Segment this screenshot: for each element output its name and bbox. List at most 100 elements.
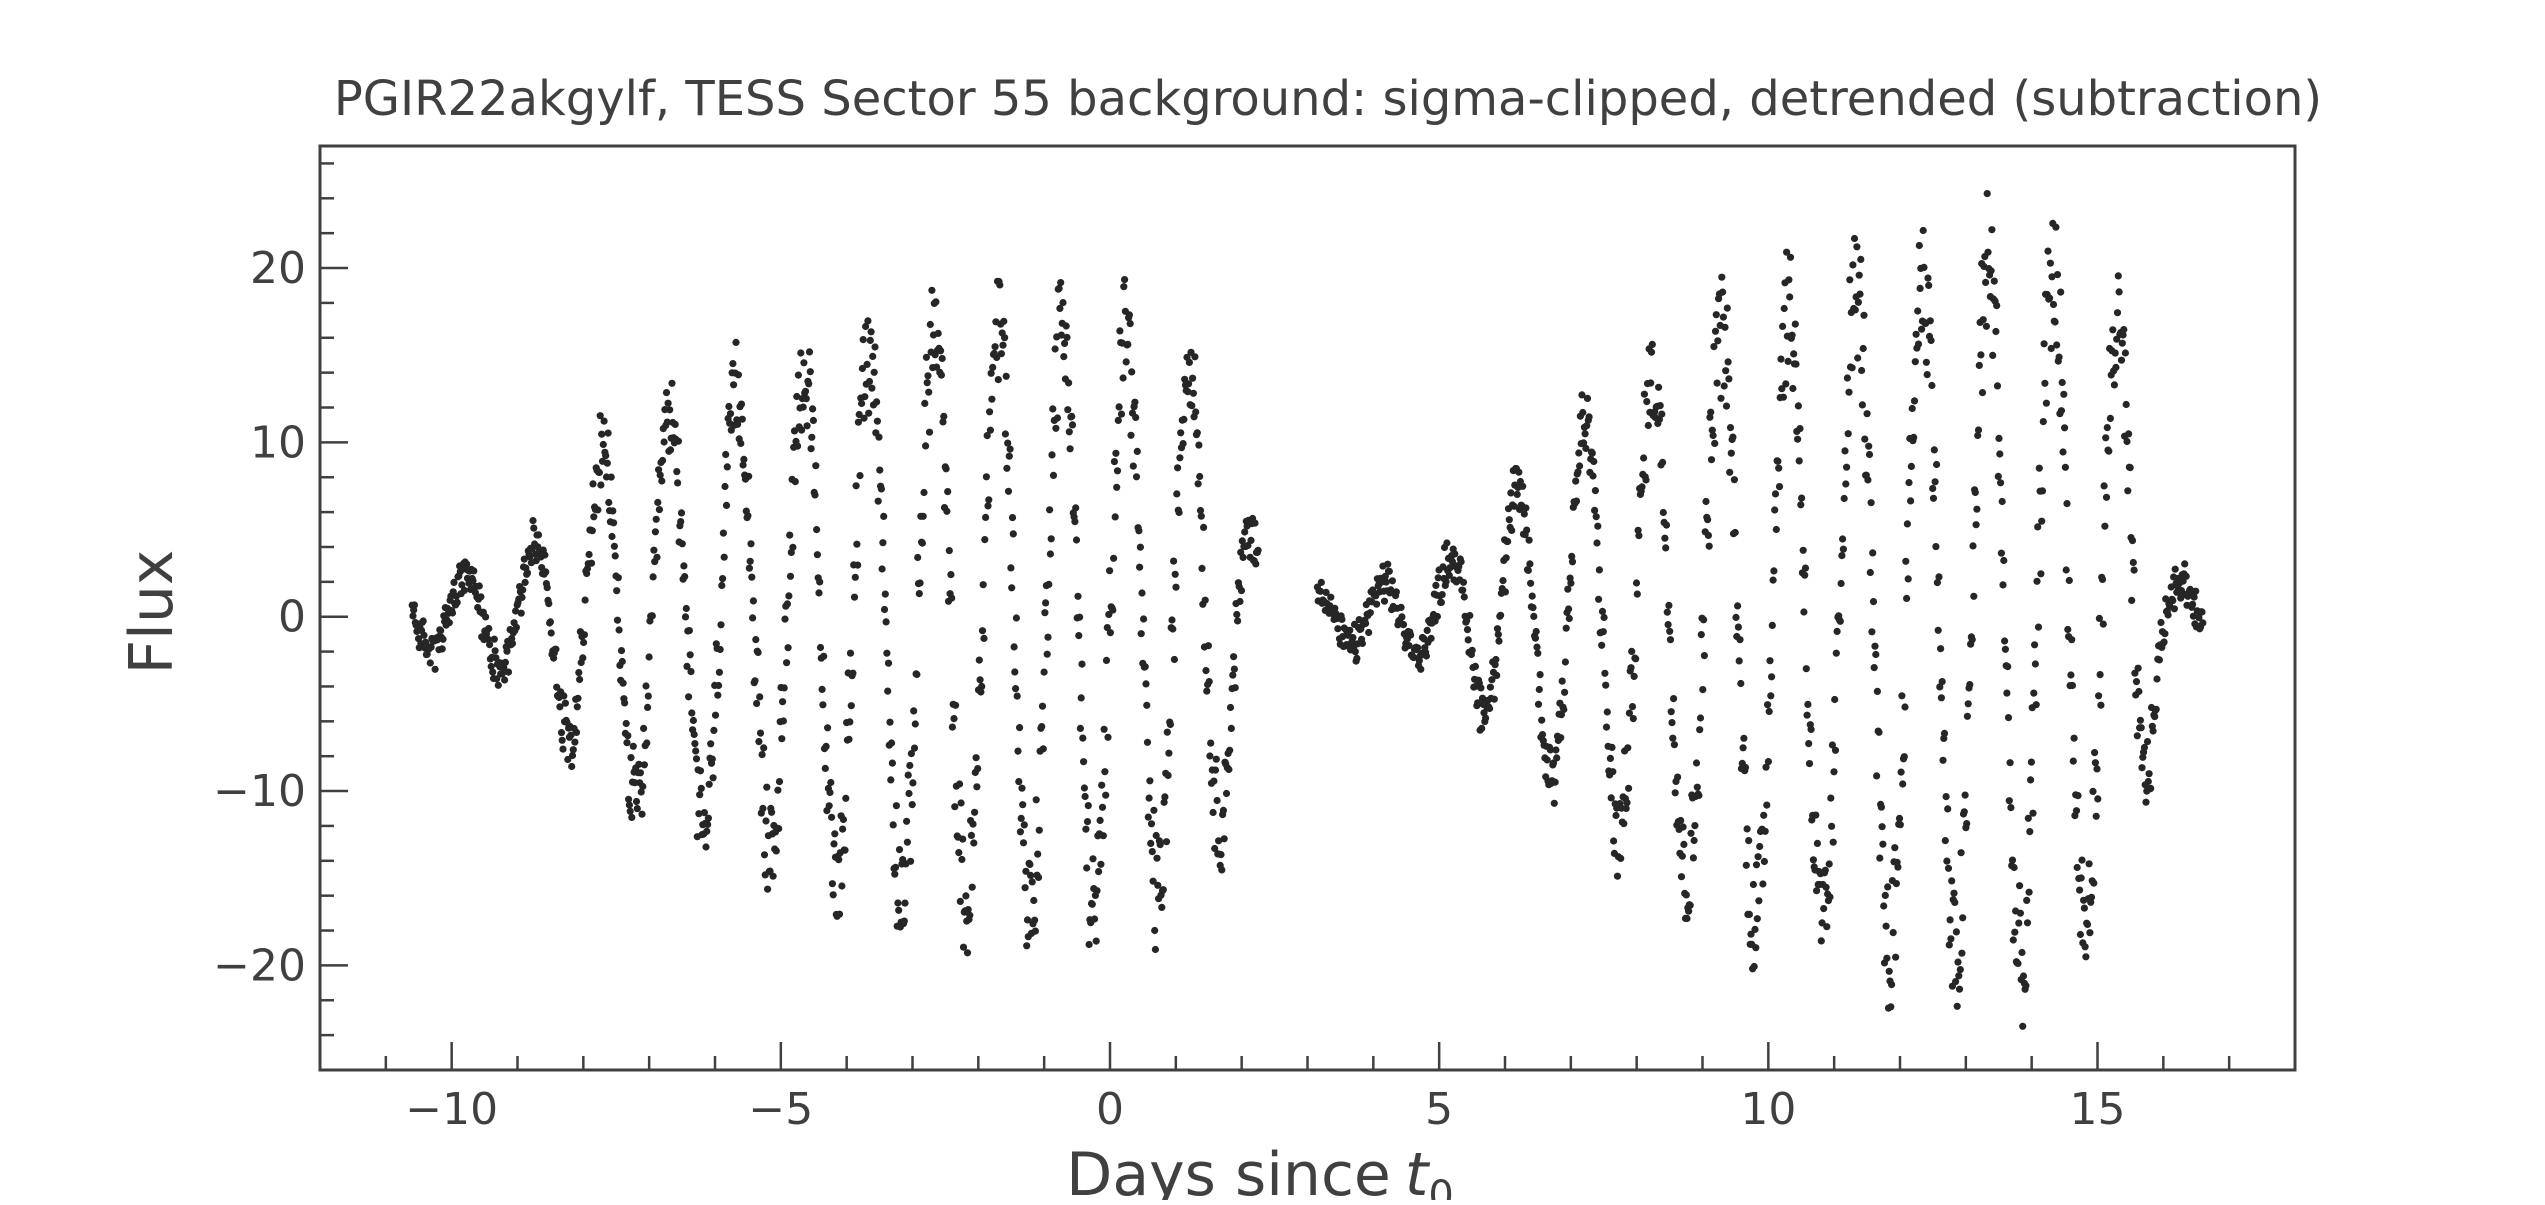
data-point [1581,430,1589,438]
data-point [895,846,904,854]
data-point [2171,565,2179,573]
data-point [969,820,977,828]
data-point [1096,816,1104,825]
data-point [2063,500,2071,508]
data-point [1708,426,1716,434]
data-point [526,553,534,561]
data-point [948,723,957,731]
data-point [529,517,537,525]
data-point [1889,929,1897,937]
data-point [2074,792,2082,800]
data-point [730,381,738,389]
data-point [576,675,584,684]
data-point [2057,288,2065,296]
data-point [1057,279,1065,287]
data-point [816,578,824,586]
data-point [1023,942,1031,950]
data-point [871,343,879,351]
data-point [715,668,724,676]
data-point [1894,863,1902,871]
data-point [900,917,908,925]
data-point [1163,728,1171,736]
data-point [1137,630,1145,638]
data-point [1813,839,1821,848]
data-point [868,384,876,392]
data-point [1838,552,1846,560]
data-point [1919,226,1927,235]
data-point [2117,356,2126,364]
data-point [2153,675,2161,683]
data-point [1534,700,1543,708]
data-point [964,906,972,914]
data-point [1136,543,1144,551]
data-point [655,466,663,474]
data-point [568,751,577,760]
data-points [408,190,2207,1030]
data-point [2091,759,2099,767]
data-point [508,639,517,648]
data-point [1583,422,1591,430]
data-point [2081,943,2089,951]
data-point [738,415,746,423]
data-point [1805,760,1814,768]
data-point [905,789,913,798]
data-point [1053,414,1062,422]
data-point [1203,687,1211,695]
data-point [971,808,979,816]
data-point [806,368,814,376]
data-point [2155,656,2163,664]
data-point [1102,656,1111,665]
y-tick-label: 20 [250,243,306,294]
data-point [1546,746,1554,754]
data-point [460,586,468,595]
data-point [1136,563,1144,571]
data-point [1839,545,1847,553]
data-point [1630,672,1638,681]
data-point [2195,614,2203,622]
data-point [922,353,931,361]
data-point [1961,791,1969,799]
data-point [967,831,976,840]
data-point [2007,804,2015,812]
data-point [623,739,631,747]
data-point [1769,576,1777,584]
data-point [1080,784,1088,792]
data-point [793,392,801,401]
data-point [983,432,991,440]
data-point [1493,625,1502,633]
data-point [942,465,950,473]
data-point [815,589,823,597]
data-point [2164,611,2172,619]
data-point [1560,705,1568,714]
data-point [1739,744,1747,752]
data-point [1603,708,1611,716]
data-point [1878,823,1886,831]
data-point [1141,663,1149,671]
data-point [1899,780,1907,788]
data-point [989,363,997,371]
data-point [2039,418,2047,426]
data-point [1410,653,1418,662]
data-point [575,669,583,677]
data-point [1865,442,1873,450]
data-point [1718,273,1726,281]
data-point [883,649,891,657]
data-point [2110,381,2118,389]
data-point [734,371,743,379]
data-point [1939,756,1947,764]
data-point [1996,450,2004,458]
data-point [1763,801,1771,809]
data-point [1704,531,1712,540]
data-point [747,540,755,548]
data-point [880,512,888,521]
data-point [759,804,767,813]
data-point [737,400,746,408]
data-point [2072,807,2081,815]
data-point [2019,972,2028,980]
y-tick-label: 0 [278,592,306,643]
data-point [2087,893,2096,901]
data-point [1098,803,1107,811]
data-point [1515,468,1523,476]
data-point [2026,828,2034,836]
data-point [1490,695,1498,703]
